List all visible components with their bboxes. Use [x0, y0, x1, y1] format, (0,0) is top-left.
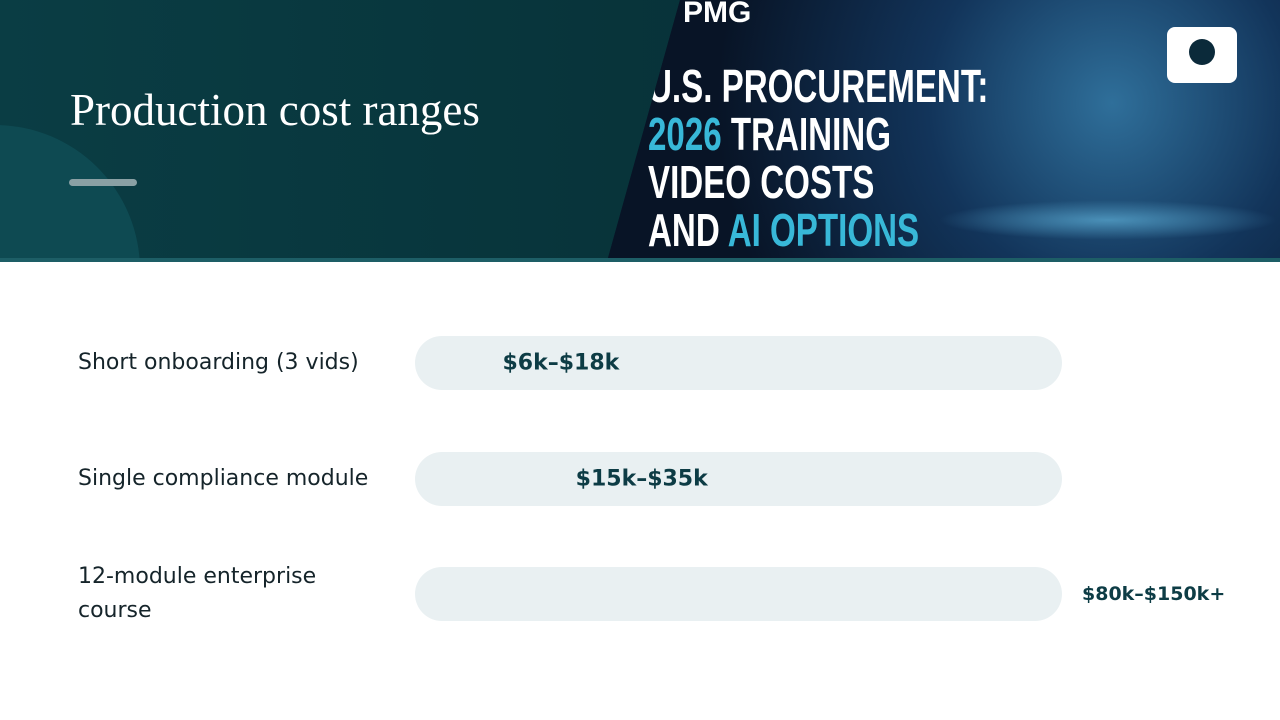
value-label: $80k–$150k+ — [1082, 583, 1226, 605]
category-label: 12-module enterprise course — [78, 564, 317, 623]
bar-track — [415, 567, 1062, 621]
badge — [1167, 27, 1237, 83]
banner-segment: U.S. PROCUREMENT: — [648, 60, 989, 112]
badge-icon — [1189, 39, 1215, 65]
banner-segment: VIDEO COSTS — [648, 156, 875, 208]
banner-segment: AI OPTIONS — [727, 204, 920, 256]
value-label: $6k–$18k — [502, 350, 620, 376]
banner-segment: TRAINING — [721, 108, 891, 160]
banner-line: VIDEO COSTS — [648, 158, 988, 206]
stage-light — [938, 200, 1278, 240]
bar-track — [415, 336, 1062, 390]
title: Production cost ranges — [70, 85, 480, 135]
banner-line: AND AI OPTIONS — [648, 206, 988, 254]
category-label: Short onboarding (3 vids) — [78, 350, 359, 375]
header: Production cost ranges PMG U.S. PROCUREM… — [0, 0, 1280, 262]
banner-segment: 2026 — [648, 108, 722, 160]
banner-text: U.S. PROCUREMENT: 2026 TRAINING VIDEO COST… — [648, 62, 988, 254]
value-label: $15k–$35k — [575, 466, 708, 492]
divider — [69, 179, 137, 186]
banner-line: U.S. PROCUREMENT: — [648, 62, 988, 110]
category-label: Single compliance module — [78, 466, 369, 491]
decor — [0, 125, 140, 258]
logo: PMG — [683, 0, 752, 29]
banner-segment: AND — [648, 204, 728, 256]
bar-track — [415, 452, 1062, 506]
banner-line: 2026 TRAINING — [648, 110, 988, 158]
